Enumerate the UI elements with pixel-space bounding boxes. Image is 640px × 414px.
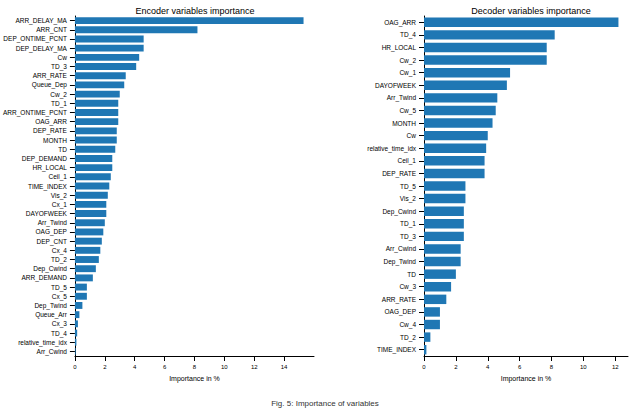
svg-text:TD_5: TD_5 bbox=[400, 183, 416, 191]
svg-text:2: 2 bbox=[454, 364, 458, 370]
svg-text:Decoder variables importance: Decoder variables importance bbox=[471, 6, 591, 16]
svg-text:DAYOFWEEK: DAYOFWEEK bbox=[375, 82, 417, 89]
svg-text:relative_time_idx: relative_time_idx bbox=[367, 145, 417, 153]
svg-text:TD_1: TD_1 bbox=[400, 220, 416, 228]
svg-text:Vis_2: Vis_2 bbox=[400, 195, 417, 203]
svg-text:TD_2: TD_2 bbox=[400, 334, 416, 342]
svg-text:Arr_Twind: Arr_Twind bbox=[38, 219, 68, 227]
svg-text:Cx_4: Cx_4 bbox=[52, 247, 68, 255]
svg-text:Arr_Twind: Arr_Twind bbox=[387, 94, 417, 102]
svg-text:Cw: Cw bbox=[58, 54, 68, 61]
svg-text:Cw_4: Cw_4 bbox=[399, 321, 416, 329]
svg-text:DEP_RATE: DEP_RATE bbox=[33, 127, 67, 135]
svg-text:OAG_DEP: OAG_DEP bbox=[35, 228, 66, 236]
svg-text:Ceil_1: Ceil_1 bbox=[48, 173, 67, 181]
svg-text:Fig. 5: Importance of variable: Fig. 5: Importance of variables bbox=[271, 399, 379, 408]
svg-text:Cx_3: Cx_3 bbox=[52, 320, 68, 328]
svg-text:Cw_2: Cw_2 bbox=[399, 57, 416, 65]
svg-text:0: 0 bbox=[73, 364, 77, 370]
svg-text:DEP_RATE: DEP_RATE bbox=[382, 170, 416, 178]
svg-text:2: 2 bbox=[103, 364, 107, 370]
svg-text:Queue_Arr: Queue_Arr bbox=[35, 311, 68, 319]
svg-text:6: 6 bbox=[518, 364, 522, 370]
svg-text:ARR_RATE: ARR_RATE bbox=[382, 296, 417, 304]
svg-text:Cw_2: Cw_2 bbox=[50, 91, 67, 99]
svg-text:Cw_3: Cw_3 bbox=[399, 283, 416, 291]
svg-text:Cw: Cw bbox=[407, 132, 417, 139]
svg-text:Vis_2: Vis_2 bbox=[51, 192, 68, 200]
svg-text:DEP_DEMAND: DEP_DEMAND bbox=[22, 155, 67, 163]
svg-text:HR_LOCAL: HR_LOCAL bbox=[382, 44, 417, 52]
svg-text:Importance in %: Importance in % bbox=[169, 375, 220, 383]
svg-text:TD_1: TD_1 bbox=[51, 100, 67, 108]
svg-text:Dep_Twind: Dep_Twind bbox=[34, 302, 67, 310]
svg-text:Arr_Cwind: Arr_Cwind bbox=[386, 245, 417, 253]
svg-text:ARR_RATE: ARR_RATE bbox=[33, 72, 68, 80]
svg-text:HR_LOCAL: HR_LOCAL bbox=[33, 164, 68, 172]
svg-text:OAG_DEP: OAG_DEP bbox=[385, 308, 416, 316]
svg-text:TD_2: TD_2 bbox=[51, 256, 67, 264]
svg-text:ARR_ONTIME_PCNT: ARR_ONTIME_PCNT bbox=[3, 109, 67, 117]
svg-text:Cx_1: Cx_1 bbox=[52, 201, 68, 209]
svg-text:Cx_5: Cx_5 bbox=[52, 293, 68, 301]
svg-text:ARR_CNT: ARR_CNT bbox=[36, 26, 67, 34]
svg-text:TD_5: TD_5 bbox=[51, 284, 67, 292]
svg-text:MONTH: MONTH bbox=[43, 137, 67, 144]
svg-text:Arr_Cwind: Arr_Cwind bbox=[37, 348, 68, 356]
svg-text:Encoder variables importance: Encoder variables importance bbox=[135, 6, 254, 16]
svg-text:12: 12 bbox=[251, 364, 258, 370]
svg-text:DEP_ONTIME_PCNT: DEP_ONTIME_PCNT bbox=[3, 35, 67, 43]
svg-text:8: 8 bbox=[193, 364, 197, 370]
svg-text:Importance in %: Importance in % bbox=[501, 375, 552, 383]
svg-text:Queue_Dep: Queue_Dep bbox=[32, 81, 67, 89]
svg-text:OAG_ARR: OAG_ARR bbox=[35, 118, 67, 126]
svg-text:Ceil_1: Ceil_1 bbox=[398, 157, 417, 165]
svg-text:4: 4 bbox=[486, 364, 490, 370]
svg-text:0: 0 bbox=[422, 364, 426, 370]
svg-text:relative_time_idx: relative_time_idx bbox=[18, 339, 68, 347]
svg-text:TD: TD bbox=[407, 271, 416, 278]
svg-text:Cw_1: Cw_1 bbox=[399, 69, 416, 77]
svg-text:14: 14 bbox=[281, 364, 288, 370]
svg-text:DAYOFWEEK: DAYOFWEEK bbox=[26, 210, 68, 217]
svg-text:Dep_Cwind: Dep_Cwind bbox=[382, 208, 416, 216]
svg-text:10: 10 bbox=[221, 364, 228, 370]
svg-text:8: 8 bbox=[550, 364, 554, 370]
svg-text:DEP_DELAY_MA: DEP_DELAY_MA bbox=[16, 45, 68, 53]
svg-text:TD_3: TD_3 bbox=[51, 63, 67, 71]
svg-text:ARR_DEMAND: ARR_DEMAND bbox=[21, 274, 67, 282]
svg-text:TD_4: TD_4 bbox=[51, 330, 67, 338]
svg-text:4: 4 bbox=[133, 364, 137, 370]
svg-text:ARR_DELAY_MA: ARR_DELAY_MA bbox=[15, 17, 67, 25]
svg-text:OAG_ARR: OAG_ARR bbox=[384, 19, 416, 27]
svg-text:Cw_5: Cw_5 bbox=[399, 107, 416, 115]
svg-text:Dep_Twind: Dep_Twind bbox=[383, 258, 416, 266]
svg-text:12: 12 bbox=[612, 364, 619, 370]
svg-text:DEP_CNT: DEP_CNT bbox=[37, 238, 67, 246]
svg-text:6: 6 bbox=[163, 364, 167, 370]
svg-text:10: 10 bbox=[580, 364, 587, 370]
svg-text:TD_4: TD_4 bbox=[400, 31, 416, 39]
svg-text:Dep_Cwind: Dep_Cwind bbox=[33, 265, 67, 273]
svg-text:MONTH: MONTH bbox=[392, 120, 416, 127]
svg-text:TIME_INDEX: TIME_INDEX bbox=[28, 183, 68, 191]
svg-text:TD: TD bbox=[58, 146, 67, 153]
svg-text:TIME_INDEX: TIME_INDEX bbox=[377, 346, 417, 354]
svg-text:TD_3: TD_3 bbox=[400, 233, 416, 241]
